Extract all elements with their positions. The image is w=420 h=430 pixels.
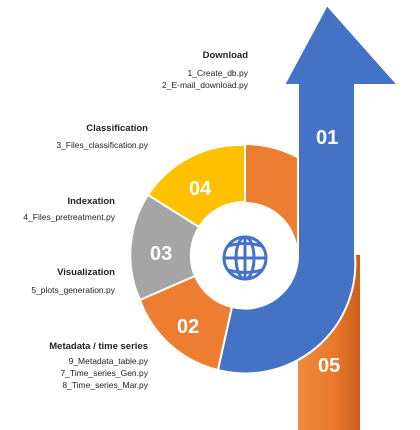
step-03-title: Visualization [57, 267, 115, 278]
step-03-number: 03 [150, 243, 173, 265]
step-05-file-1: 3_Files_classification.py [56, 140, 148, 150]
step-03-file-1: 5_plots_generation.py [31, 285, 115, 295]
segment-01-arrow [216, 3, 401, 375]
step-02-file-1: 9_Metadata_table.py [68, 356, 148, 366]
step-01-file-2: 2_E-mail_download.py [162, 80, 248, 90]
step-05-title: Classification [86, 123, 148, 134]
step-02-number: 02 [177, 316, 200, 338]
step-04-title: Indexation [67, 196, 115, 207]
step-01-number: 01 [316, 127, 339, 149]
step-04-number: 04 [189, 178, 212, 200]
step-01-file-1: 1_Create_db.py [187, 68, 249, 78]
globe-icon [222, 235, 268, 281]
step-02-title: Metadata / time series [49, 341, 148, 352]
step-05-number: 05 [318, 355, 341, 377]
step-04-file-1: 4_Files_pretreatment.py [23, 212, 115, 222]
step-02-file-3: 8_Time_series_Mar.py [62, 380, 148, 390]
step-01-title: Download [202, 50, 248, 61]
segment-04 [146, 143, 246, 229]
step-02-file-2: 7_Time_series_Gen.py [60, 368, 148, 378]
segment-03 [129, 193, 201, 302]
segment-02 [138, 274, 234, 372]
